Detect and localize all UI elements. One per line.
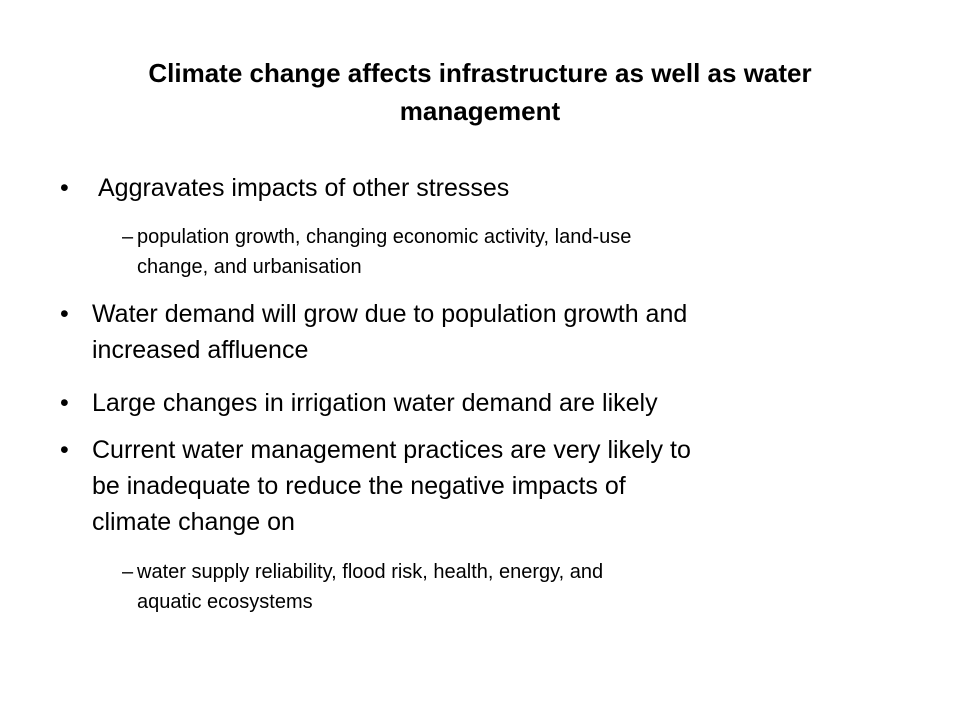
bullet-text: Water demand will grow due to population… <box>92 300 688 328</box>
bullet-dot: • <box>60 174 69 202</box>
bullet-dot: • <box>60 436 69 464</box>
bullet-text: Large changes in irrigation water demand… <box>92 389 658 417</box>
subbullet-text: change, and urbanisation <box>137 256 362 278</box>
bullet-text: Current water management practices are v… <box>92 436 691 464</box>
bullet-text: Aggravates impacts of other stresses <box>98 174 510 202</box>
bullet-text: increased affluence <box>92 336 309 364</box>
subbullet-text: water supply reliability, flood risk, he… <box>137 561 604 583</box>
subbullet-text: aquatic ecosystems <box>137 591 313 613</box>
subbullet-text: population growth, changing economic act… <box>137 226 632 248</box>
title-line: management <box>399 96 561 126</box>
dash: – <box>122 561 134 583</box>
bullet-dot: • <box>60 300 69 328</box>
bullet-text: climate change on <box>92 508 295 536</box>
bullet-text: be inadequate to reduce the negative imp… <box>92 472 626 500</box>
title-line: Climate change affects infrastructure as… <box>148 58 812 88</box>
bullet-dot: • <box>60 389 69 417</box>
dash: – <box>122 226 134 248</box>
